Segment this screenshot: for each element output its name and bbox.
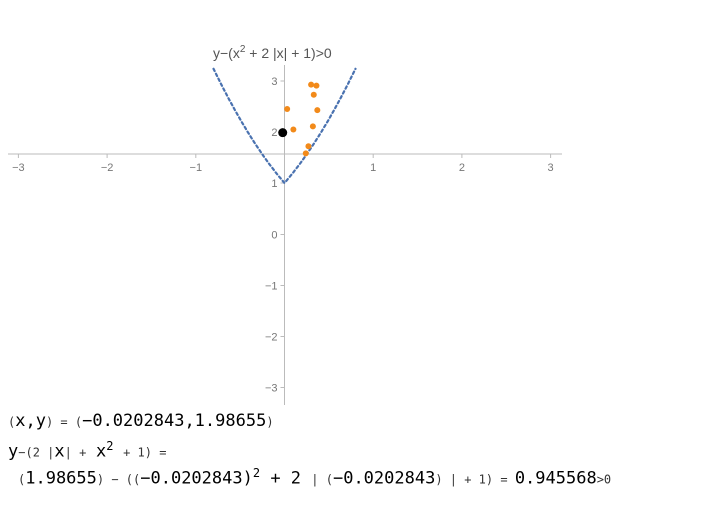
x-tick-label: −1 [190,162,203,174]
chart-title: y−(x2 + 2 |x| + 1)>0 [213,44,332,61]
equation-line-expression: y−(2 |x| + x2 + 1) = [8,439,167,462]
sample-point [305,143,312,150]
y-tick-label: −2 [265,332,278,344]
x-tick-label: 2 [459,162,465,174]
boundary-curve [212,67,357,185]
y-tick-label: −3 [265,383,278,395]
sample-point [290,126,297,133]
equation-line-evaluation: (1.98655) − ((−0.0202843)2 + 2 | (−0.020… [18,466,612,489]
sample-point [309,123,316,130]
x-tick-label: −2 [101,162,114,174]
y-tick-label: 0 [271,230,277,242]
equation-line-point: (x,y) = (−0.0202843,1.98655) [8,411,274,431]
sample-point [302,150,309,157]
y-tick-label: −1 [265,281,278,293]
sample-point [284,106,291,113]
selected-point [278,128,288,138]
sample-point [314,107,321,114]
x-tick-label: −3 [12,162,25,174]
x-tick-label: 1 [370,162,376,174]
sample-point [310,91,317,98]
y-tick-label: 1 [271,178,277,190]
boundary-path [212,67,357,185]
x-tick-label: 3 [548,162,554,174]
data-points [278,81,321,157]
y-tick-label: 2 [271,127,277,139]
y-tick-label: 3 [271,76,277,88]
sample-point [313,82,320,89]
sample-point [308,81,315,88]
axes: −3 −2 −1 1 2 3 1 2 3 0 −1 −2 −3 [8,65,562,405]
plot-area: −3 −2 −1 1 2 3 1 2 3 0 −1 −2 −3 y−(x2 + 2 |x| + 1)>0 [8,44,562,405]
